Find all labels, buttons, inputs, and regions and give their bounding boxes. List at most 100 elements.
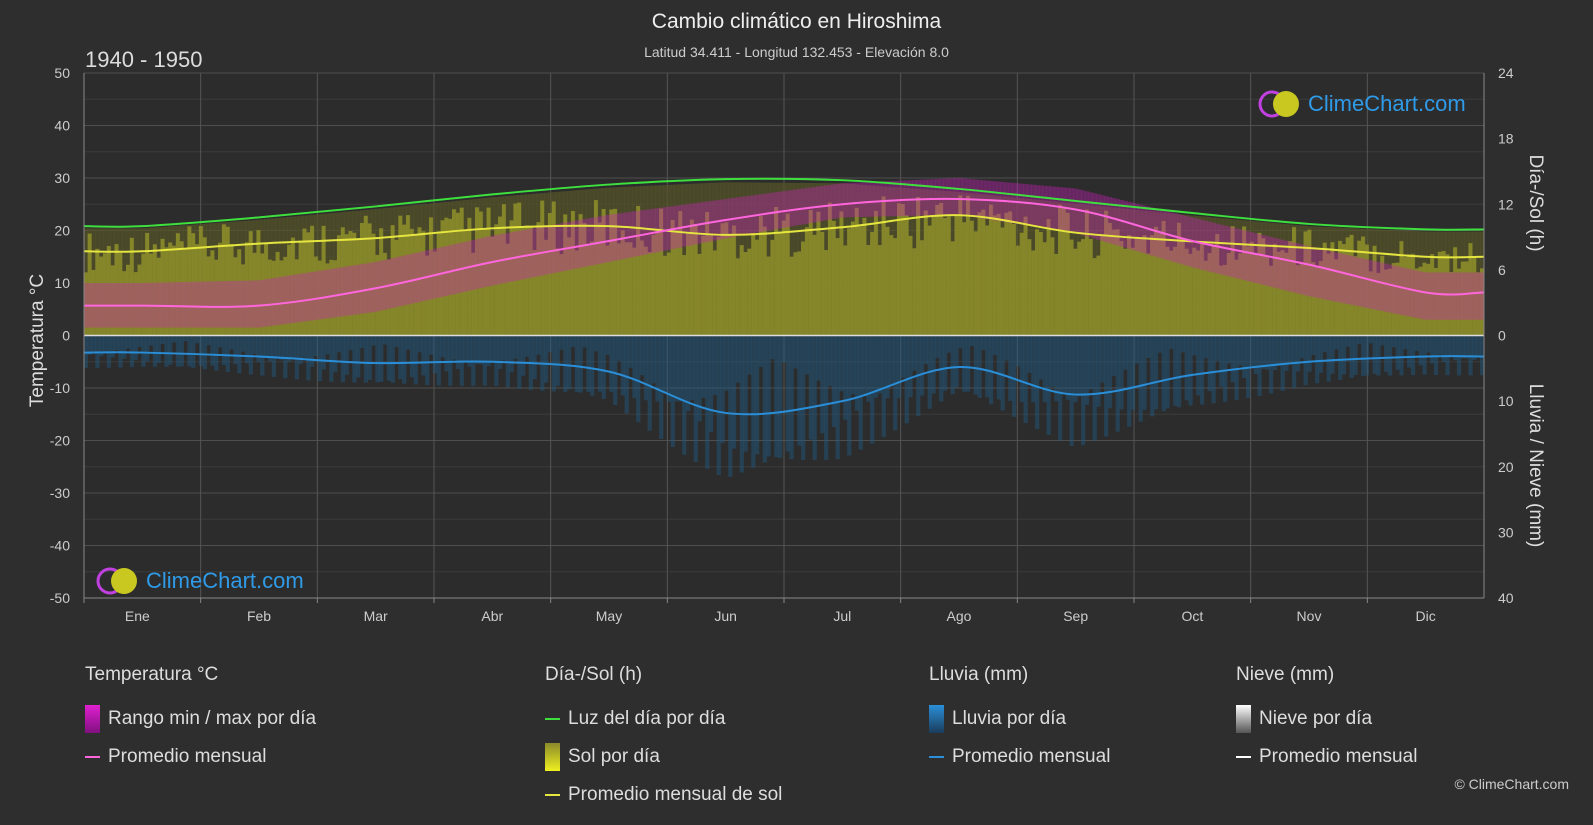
sunshine-day-bar (544, 239, 549, 336)
sunshine-day-bar (1261, 238, 1266, 336)
right-mm-tick-label: 30 (1498, 524, 1514, 540)
rain-day-bar (233, 335, 238, 365)
sunshine-day-bar (735, 258, 741, 336)
rain-day-bar (709, 335, 714, 433)
rain-day-bar (141, 335, 146, 367)
rain-day-bar (290, 335, 296, 359)
sunshine-day-bar (1015, 245, 1021, 336)
sunshine-day-bar (475, 207, 480, 336)
sunshine-day-bar (1418, 266, 1423, 336)
sunshine-day-bar (1230, 226, 1235, 336)
sunshine-day-bar (528, 225, 533, 336)
rain-avg-line (83, 351, 1485, 416)
sunshine-day-bar (233, 257, 238, 336)
rain-day-bar (989, 335, 994, 405)
rain-day-bar (275, 335, 280, 359)
right-hours-tick-label: 18 (1498, 131, 1514, 147)
sunshine-day-bar (1203, 260, 1209, 336)
rain-day-bar (1173, 335, 1178, 406)
rain-day-bar (1330, 335, 1335, 374)
logo-bottom[interactable]: ClimeChart.com (96, 565, 304, 597)
rain-day-bar (682, 335, 687, 455)
sunshine-day-bar (636, 205, 641, 336)
left-tick-label: 30 (54, 170, 70, 186)
temp-range-day-bar (724, 198, 729, 239)
sunshine-day-bar (893, 238, 898, 336)
rain-day-bar (900, 335, 906, 378)
sunshine-day-bar (590, 241, 595, 336)
sunshine-day-bar (659, 208, 664, 336)
rain-day-bar (1058, 335, 1063, 441)
sunshine-day-bar (755, 239, 760, 336)
legend-snow-avg-label: Promedio mensual (1259, 746, 1418, 767)
sunshine-day-bar (1054, 253, 1059, 336)
sunshine-day-bar (455, 212, 461, 336)
sunshine-day-bar (935, 204, 940, 336)
rain-day-bar (697, 335, 702, 422)
sunshine-day-bar (210, 250, 215, 336)
sunshine-day-bar (774, 206, 779, 336)
temp-range-day-bar (1199, 219, 1205, 270)
rain-day-bar (402, 335, 407, 384)
temp-range-day-bar (582, 219, 587, 267)
sunshine-day-bar (1084, 209, 1090, 336)
rain-day-bar (666, 335, 672, 402)
rain-day-bar (555, 335, 560, 386)
rain-day-bar (973, 335, 978, 395)
rain-day-bar (1242, 335, 1247, 379)
sunshine-day-bar (555, 248, 560, 336)
rain-day-bar (398, 335, 403, 380)
sunshine-day-bar (1280, 250, 1285, 336)
rain-day-bar (747, 335, 752, 375)
temp-range-day-bar (1307, 246, 1312, 297)
temp-range-day-bar (1088, 192, 1093, 238)
temp-range-day-bar (1192, 217, 1197, 268)
rain-day-bar (333, 335, 338, 373)
temp-range-day-bar (1449, 272, 1454, 320)
temp-range-day-bar (482, 237, 487, 288)
temp-range-day-bar (1261, 234, 1266, 285)
temp-range-day-bar (935, 178, 940, 216)
rain-day-bar (198, 335, 204, 367)
sunshine-day-bar (440, 220, 445, 336)
sunshine-day-bar (785, 213, 790, 336)
temp-range-day-bar (321, 270, 326, 319)
sunshine-day-bar (444, 217, 449, 336)
sunshine-day-bar (517, 202, 522, 336)
sunshine-day-bar (452, 209, 457, 336)
sunshine-day-bar (1479, 268, 1485, 336)
sunshine-day-bar (758, 216, 764, 336)
temp-range-day-bar (923, 179, 929, 216)
rain-day-bar (440, 335, 445, 358)
legend-sun-title: Día-/Sol (h) (545, 664, 643, 685)
x-tick-label: Oct (1181, 608, 1203, 624)
sunshine-day-bar (521, 227, 526, 336)
rain-day-bar (609, 335, 614, 392)
climate-chart: 50 40 30 20 10 0 -10 -20 -30 -40 -50 24 18 12 6 0 10 20 30… (27, 65, 1546, 624)
legend-rain-avg: Promedio mensual (929, 738, 1110, 776)
temp-range-day-bar (417, 252, 422, 302)
sunshine-day-bar (202, 237, 207, 336)
rain-day-bar (1318, 335, 1324, 373)
rain-day-bar (310, 335, 315, 367)
legend-snow-title: Nieve (mm) (1236, 664, 1335, 685)
sunshine-day-bar (778, 233, 783, 336)
rain-day-bar (1146, 335, 1151, 359)
sunshine-day-bar (1387, 268, 1393, 336)
sunshine-day-bar (1295, 265, 1301, 336)
sunshine-swatch (545, 743, 560, 771)
legend-snow-daily-label: Nieve por día (1259, 708, 1373, 729)
temp-range-day-bar (793, 189, 798, 226)
rain-day-bar (225, 335, 230, 373)
sunshine-day-bar (705, 211, 710, 336)
sunshine-day-bar (421, 231, 426, 336)
rain-day-bar (854, 335, 859, 411)
sunshine-day-bar (302, 228, 307, 336)
sunshine-day-bar (709, 234, 714, 336)
logo-top[interactable]: ClimeChart.com (1258, 88, 1466, 120)
sunshine-day-bar (1380, 255, 1385, 336)
sunshine-day-bar (1184, 248, 1189, 336)
sunshine-day-bar (95, 248, 100, 336)
legend-rain-daily: Lluvia por día (929, 700, 1110, 738)
rain-day-bar (122, 335, 127, 359)
